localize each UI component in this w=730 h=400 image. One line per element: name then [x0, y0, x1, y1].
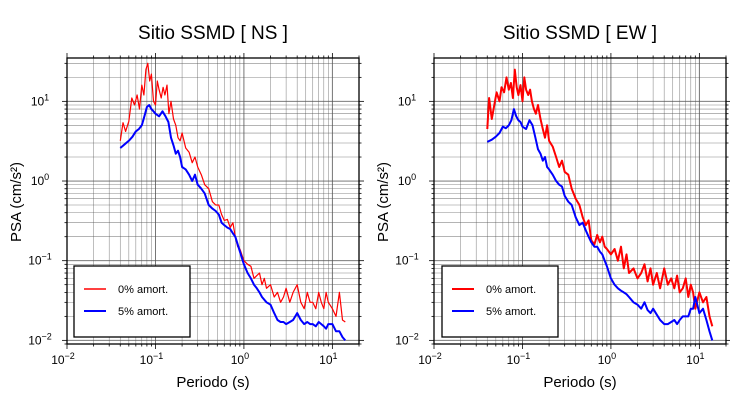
chart-title: Sitio SSMD [ NS ]	[138, 23, 288, 44]
legend-label-0pct: 0% amort.	[118, 284, 168, 296]
legend: 0% amort. 5% amort.	[441, 265, 559, 338]
tick-marks	[429, 53, 730, 349]
y-tick-label: 101	[398, 92, 416, 108]
y-tick-label: 100	[398, 172, 416, 188]
series-line-0pct-damping	[486, 68, 714, 327]
legend: 0% amort. 5% amort.	[73, 265, 191, 338]
chart-panel-ew: Sitio SSMD [ EW ] Periodo (s) PSA (cm/s²…	[375, 23, 730, 391]
x-tick-label: 100	[598, 351, 616, 367]
x-tick-label: 101	[686, 351, 704, 367]
legend-label-5pct: 5% amort.	[118, 306, 168, 318]
plot-frame	[433, 57, 727, 345]
x-tick-label: 100	[231, 351, 249, 367]
tick-marks	[62, 53, 364, 349]
legend-label-5pct: 5% amort.	[486, 306, 536, 318]
series-line-5pct-damping	[119, 104, 347, 342]
x-axis-label: Periodo (s)	[176, 374, 249, 391]
legend-box	[73, 265, 191, 338]
y-tick-label: 100	[31, 172, 49, 188]
y-axis-label: PSA (cm/s²)	[8, 162, 25, 242]
y-axis-label: PSA (cm/s²)	[375, 162, 392, 242]
x-tick-label: 101	[319, 351, 337, 367]
series-line-5pct-damping	[486, 108, 714, 341]
y-tick-label: 101	[31, 92, 49, 108]
legend-label-0pct: 0% amort.	[486, 284, 536, 296]
x-tick-label: 10−1	[507, 351, 531, 367]
y-tick-label: 10−2	[395, 331, 419, 347]
legend-box	[441, 265, 559, 338]
x-axis-label: Periodo (s)	[543, 374, 616, 391]
chart-panel-ns: Sitio SSMD [ NS ] Periodo (s) PSA (cm/s²…	[8, 23, 364, 391]
y-tick-label: 10−2	[28, 331, 52, 347]
series-line-0pct-damping	[119, 62, 346, 323]
x-tick-label: 10−2	[418, 351, 442, 367]
chart-title: Sitio SSMD [ EW ]	[503, 23, 657, 44]
x-tick-label: 10−1	[140, 351, 164, 367]
plot-frame	[66, 57, 360, 345]
y-tick-label: 10−1	[395, 252, 419, 268]
y-tick-label: 10−1	[28, 252, 52, 268]
x-tick-label: 10−2	[51, 351, 75, 367]
